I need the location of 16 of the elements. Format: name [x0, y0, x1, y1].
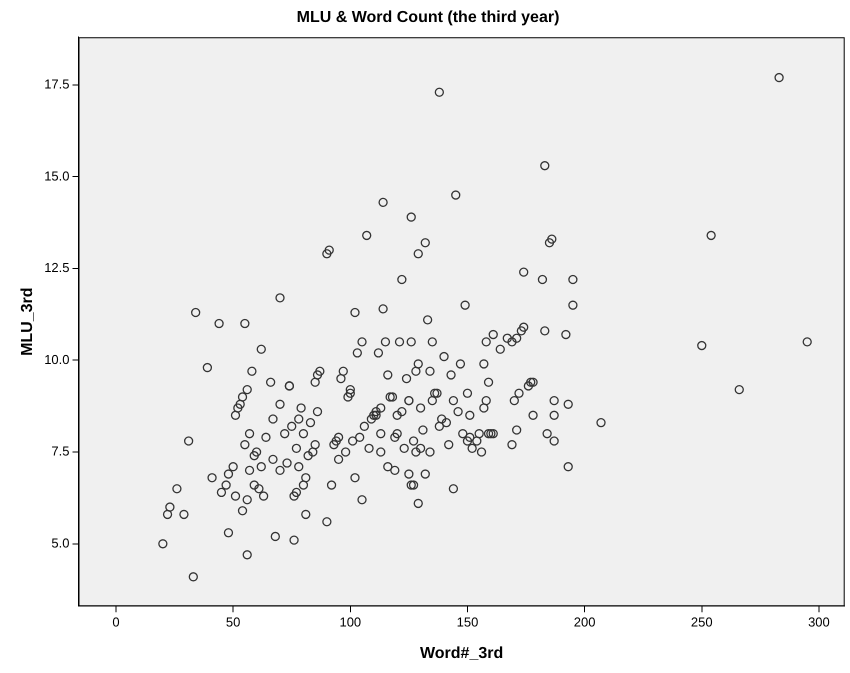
chart-title: MLU & Word Count (the third year) — [296, 9, 560, 26]
y-tick-label: 17.5 — [44, 76, 70, 92]
y-tick-label: 15.0 — [44, 168, 70, 184]
x-tick-label: 300 — [808, 614, 830, 630]
x-tick-label: 0 — [112, 614, 120, 630]
x-tick-label: 250 — [690, 614, 713, 630]
x-axis-title: Word#_3rd — [420, 644, 504, 662]
x-tick-label: 200 — [574, 614, 596, 630]
x-tick-label: 100 — [339, 614, 362, 630]
x-tick-label: 50 — [226, 614, 240, 630]
y-axis-title: MLU_3rd — [19, 287, 36, 356]
y-tick-label: 10.0 — [44, 352, 70, 367]
x-tick-label: 150 — [456, 614, 478, 630]
y-tick-label: 7.5 — [51, 444, 70, 459]
y-tick-label: 5.0 — [51, 535, 70, 550]
y-tick-label: 12.5 — [44, 260, 70, 276]
